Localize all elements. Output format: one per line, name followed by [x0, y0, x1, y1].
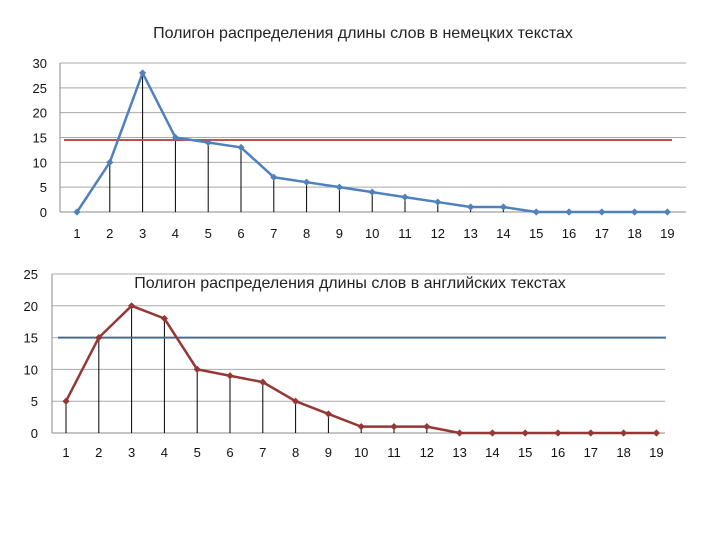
- chart1-data-point: [237, 143, 245, 152]
- chart2-x-tick-label: 4: [161, 445, 168, 460]
- chart1-data-point: [499, 203, 507, 211]
- chart2-x-tick-label: 3: [128, 445, 135, 460]
- chart1-x-tick-label: 11: [398, 226, 412, 241]
- chart2-x-tick-label: 10: [354, 445, 368, 460]
- chart1-data-point: [401, 193, 409, 201]
- chart1-data-point: [631, 208, 639, 216]
- chart1-x-tick-label: 18: [627, 226, 641, 241]
- chart2-x-tick-label: 7: [259, 445, 266, 460]
- chart1-x-tick-label: 13: [463, 226, 477, 241]
- chart2-data-point: [160, 314, 168, 323]
- chart1-data-point: [171, 133, 179, 142]
- chart1-x-tick-label: 5: [205, 226, 212, 241]
- chart2-title: Полигон распределения длины слов в англи…: [134, 275, 566, 292]
- chart1-data-point: [467, 203, 475, 211]
- chart2-y-tick-label: 5: [31, 394, 38, 409]
- chart1-y-tick-label: 20: [33, 106, 47, 121]
- chart1-data-point: [270, 173, 278, 181]
- chart2-data-point: [554, 429, 562, 437]
- chart1-data-point: [335, 183, 343, 191]
- chart2-data-point: [324, 410, 332, 418]
- chart1-data-point: [598, 208, 606, 216]
- chart1-y-tick-label: 10: [33, 155, 47, 170]
- chart1-x-tick-label: 8: [303, 226, 310, 241]
- chart2-data-point: [423, 423, 431, 431]
- chart2-x-tick-label: 17: [584, 445, 598, 460]
- chart2-data-point: [357, 423, 365, 431]
- chart2-x-tick-label: 14: [485, 445, 499, 460]
- chart2-data-point: [292, 397, 300, 405]
- chart2-x-tick-label: 15: [518, 445, 532, 460]
- chart2-data-point: [62, 397, 70, 405]
- chart1-x-tick-label: 6: [237, 226, 244, 241]
- chart1-x-tick-label: 9: [336, 226, 343, 241]
- chart2-data-point: [226, 372, 234, 380]
- chart2-x-tick-label: 13: [452, 445, 466, 460]
- chart1-x-tick-label: 16: [562, 226, 576, 241]
- chart2-x-tick-label: 19: [649, 445, 663, 460]
- chart2-x-tick-label: 1: [62, 445, 69, 460]
- chart1-x-tick-label: 19: [660, 226, 674, 241]
- chart2-x-tick-label: 5: [194, 445, 201, 460]
- chart1-data-point: [73, 208, 81, 216]
- chart1-x-tick-label: 1: [73, 226, 80, 241]
- chart1-data-point: [368, 188, 376, 196]
- chart1-data-point: [565, 208, 573, 216]
- chart2-data-point: [652, 429, 660, 437]
- chart2-data-point: [488, 429, 496, 437]
- chart1-x-tick-label: 3: [139, 226, 146, 241]
- chart1-y-tick-label: 30: [33, 56, 47, 71]
- chart2-y-tick-label: 0: [31, 426, 38, 441]
- chart1-x-tick-label: 15: [529, 226, 543, 241]
- chart2-y-tick-label: 25: [24, 267, 38, 282]
- chart2-data-point: [390, 423, 398, 431]
- chart1-x-tick-label: 10: [365, 226, 379, 241]
- chart1-x-tick-label: 2: [106, 226, 113, 241]
- chart1-y-tick-label: 5: [40, 180, 47, 195]
- chart1-data-point: [204, 138, 212, 147]
- chart1-x-tick-label: 17: [595, 226, 609, 241]
- chart1-y-tick-label: 15: [33, 131, 47, 146]
- chart2-data-point: [193, 365, 201, 373]
- chart1-x-tick-label: 12: [431, 226, 445, 241]
- chart2-data-point: [259, 378, 267, 386]
- chart1-title: Полигон распределения длины слов в немец…: [153, 25, 573, 42]
- chart2-y-tick-label: 10: [24, 362, 38, 377]
- chart2-data-point: [128, 302, 136, 310]
- chart2-data-point: [95, 334, 103, 342]
- chart2-x-tick-label: 8: [292, 445, 299, 460]
- chart2-x-tick-label: 9: [325, 445, 332, 460]
- chart2-x-tick-label: 18: [616, 445, 630, 460]
- chart2-x-tick-label: 16: [551, 445, 565, 460]
- chart2-x-tick-label: 11: [387, 445, 401, 460]
- chart1-x-tick-label: 4: [172, 226, 179, 241]
- chart1-data-point: [434, 198, 442, 206]
- chart1-data-point: [303, 178, 311, 186]
- chart1-data-point: [139, 69, 147, 77]
- chart2-y-tick-label: 20: [24, 299, 38, 314]
- chart1-x-tick-label: 14: [496, 226, 510, 241]
- chart2-data-point: [456, 429, 464, 437]
- chart2-y-tick-label: 15: [24, 331, 38, 346]
- chart2-x-tick-label: 2: [95, 445, 102, 460]
- chart2-x-tick-label: 6: [226, 445, 233, 460]
- chart2-x-tick-label: 12: [420, 445, 434, 460]
- chart1-y-tick-label: 0: [40, 205, 47, 220]
- chart1-x-tick-label: 7: [270, 226, 277, 241]
- chart1-data-point: [532, 208, 540, 216]
- chart2-data-point: [587, 429, 595, 437]
- chart2-data-point: [620, 429, 628, 437]
- chart1-data-point: [663, 208, 671, 216]
- chart2-data-point: [521, 429, 529, 437]
- chart1-y-tick-label: 25: [33, 81, 47, 96]
- chart1-data-point: [106, 158, 114, 166]
